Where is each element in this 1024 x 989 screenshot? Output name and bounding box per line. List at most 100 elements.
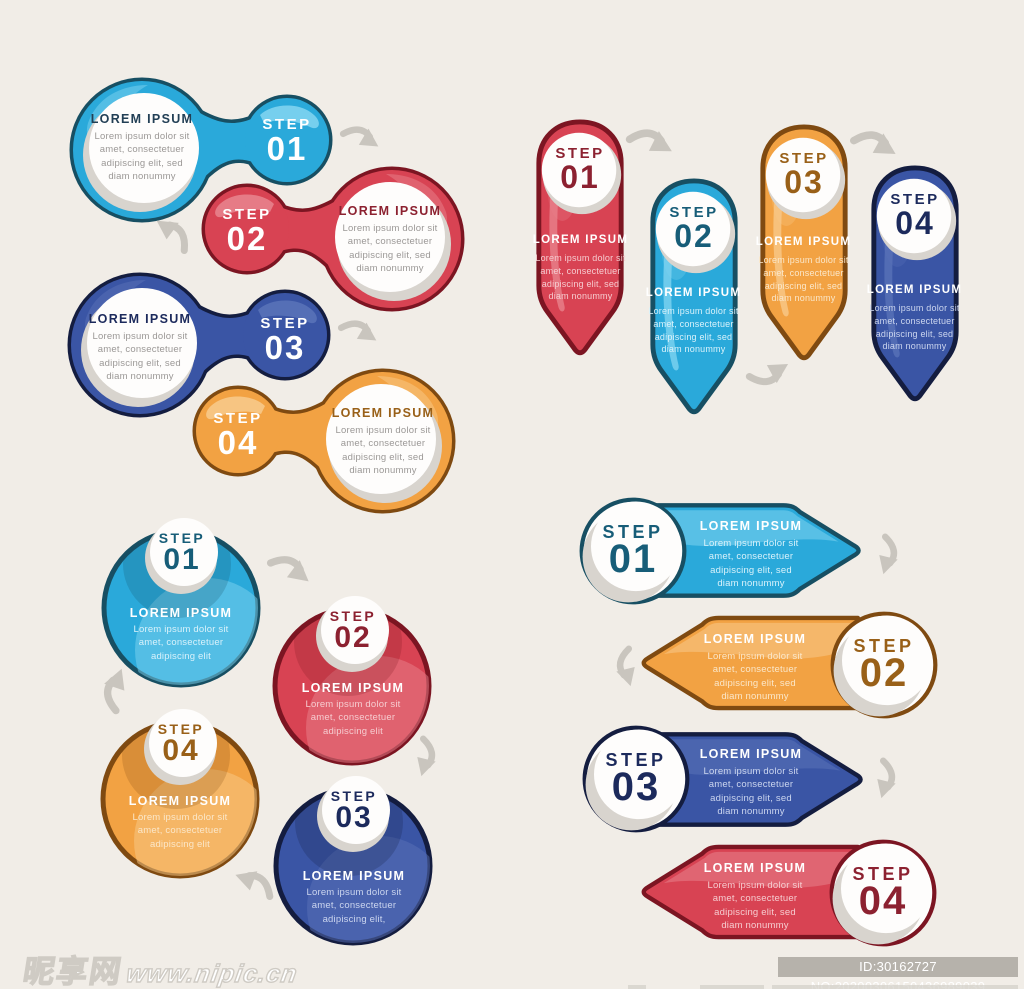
watermark-fragment (772, 985, 1018, 989)
pin-step-03-label: STEP (779, 150, 829, 167)
banner-ball-step-04 (827, 837, 939, 949)
flow-arrow-icon (864, 755, 903, 804)
flow-arrow-icon (140, 204, 202, 266)
pin-step-01-heading: LOREM IPSUM (532, 234, 629, 246)
bubble-step-01-body: Lorem ipsum dolor sit amet, consectetuer… (94, 131, 190, 183)
watermark-site-url: www.nipic.cn (124, 959, 301, 988)
banner-step-02-label: STEP (853, 636, 915, 656)
pin-step-01-body: Lorem ipsum dolor sit amet, consectetuer… (535, 253, 626, 302)
pin-step-03-number: 03 (784, 164, 824, 200)
banner-ball-step-01 (577, 495, 689, 607)
nipic-watermark: 昵享网 www.nipic.cn (20, 946, 301, 989)
banner-step-04-heading: LOREM IPSUM (703, 861, 807, 875)
cycle-step-04-number: 04 (162, 734, 200, 767)
cycle-shape-step-03 (265, 758, 441, 948)
bubble-step-04-body: Lorem ipsum dolor sit amet, consectetuer… (335, 425, 431, 477)
pin-step-04-heading: LOREM IPSUM (866, 284, 963, 296)
pin-step-02-body: Lorem ipsum dolor sit amet, consectetuer… (648, 306, 739, 355)
cycle-shape-step-04 (92, 691, 268, 881)
banner-step-04-body: Lorem ipsum dolor sit amet, consectetuer… (707, 880, 803, 932)
cycle-step-02-label: STEP (329, 608, 377, 624)
banner-shape-step-02 (640, 614, 866, 712)
cycle-shape-step-02 (264, 578, 440, 768)
flow-arrow-icon (866, 531, 905, 580)
banner-step-03-number: 03 (611, 765, 661, 809)
cycle-step-03-label: STEP (330, 788, 378, 804)
cycle-step-01-heading: LOREM IPSUM (129, 606, 233, 620)
bubble-shape-step-01 (66, 71, 376, 231)
cycle-shape-step-01 (93, 500, 269, 690)
flow-arrow-icon (404, 733, 443, 782)
banner-step-01-label: STEP (602, 522, 664, 542)
cycle-step-02-heading: LOREM IPSUM (301, 681, 405, 695)
banner-shape-step-01 (636, 501, 862, 600)
pin-shape-step-01 (531, 117, 629, 368)
pin-step-01-label: STEP (555, 145, 605, 162)
banner-step-02-heading: LOREM IPSUM (703, 632, 807, 646)
pin-step-03-heading: LOREM IPSUM (755, 236, 852, 248)
pin-shape-step-03 (755, 122, 853, 373)
cycle-step-03-body: Lorem ipsum dolor sit amet, consectetuer… (306, 887, 402, 925)
bubble-step-02-heading: LOREM IPSUM (338, 204, 442, 218)
image-id-badge: ID:30162727 NO:20200306150436989039 (778, 957, 1018, 989)
cycle-step-04-body: Lorem ipsum dolor sit amet, consectetuer… (132, 812, 228, 850)
banner-step-04-number: 04 (858, 879, 908, 923)
cycle-step-01-label: STEP (158, 530, 206, 546)
flow-arrow-icon (610, 643, 649, 692)
banner-step-04-label: STEP (852, 864, 914, 884)
bubble-shape-step-04 (149, 362, 459, 522)
banner-step-01-heading: LOREM IPSUM (699, 519, 803, 533)
banner-step-02-body: Lorem ipsum dolor sit amet, consectetuer… (707, 651, 803, 703)
flow-arrow-icon (222, 856, 284, 914)
bubble-step-01-number: 01 (266, 130, 308, 167)
bubble-step-04-heading: LOREM IPSUM (331, 406, 435, 420)
pin-step-04-body: Lorem ipsum dolor sit amet, consectetuer… (869, 303, 960, 352)
pin-shape-step-02 (645, 176, 743, 427)
bubble-step-04-label: STEP (213, 410, 263, 427)
flow-arrow-icon (331, 309, 387, 359)
pin-step-03-body: Lorem ipsum dolor sit amet, consectetuer… (758, 255, 849, 304)
cycle-step-01-body: Lorem ipsum dolor sit amet, consectetuer… (133, 624, 229, 662)
flow-arrow-icon (619, 117, 683, 173)
banner-shape-step-03 (638, 730, 864, 829)
banner-step-01-body: Lorem ipsum dolor sit amet, consectetuer… (703, 538, 799, 590)
bubble-step-02-body: Lorem ipsum dolor sit amet, consectetuer… (342, 223, 438, 275)
pin-step-02-number: 02 (674, 218, 714, 254)
bubble-step-02-label: STEP (222, 206, 272, 223)
cycle-step-02-number: 02 (334, 621, 372, 654)
cycle-step-02-body: Lorem ipsum dolor sit amet, consectetuer… (305, 699, 401, 737)
pin-shape-step-04 (866, 163, 964, 414)
pin-step-02-label: STEP (669, 204, 719, 221)
cycle-step-03-number: 03 (335, 801, 373, 834)
bubble-shape-step-02 (158, 160, 468, 320)
watermark-site-name: 昵享网 (20, 953, 126, 989)
flow-arrow-icon (843, 118, 908, 175)
pin-step-04-number: 04 (895, 205, 935, 241)
cycle-step-04-label: STEP (157, 721, 205, 737)
banner-step-03-heading: LOREM IPSUM (699, 747, 803, 761)
bubble-step-03-label: STEP (260, 315, 310, 332)
banner-ball-step-03 (580, 723, 692, 835)
bubble-step-03-body: Lorem ipsum dolor sit amet, consectetuer… (92, 331, 188, 383)
banner-ball-step-02 (828, 609, 940, 721)
watermark-fragment (700, 985, 764, 989)
bubble-step-01-label: STEP (262, 116, 312, 133)
flow-arrow-icon (94, 661, 141, 719)
bubble-step-02-number: 02 (226, 220, 268, 257)
banner-step-03-label: STEP (605, 750, 667, 770)
banner-step-02-number: 02 (859, 651, 909, 695)
bubble-step-03-number: 03 (264, 329, 306, 366)
cycle-step-01-number: 01 (163, 543, 201, 576)
banner-shape-step-04 (640, 843, 866, 941)
watermark-fragment (628, 985, 646, 989)
pin-step-01-number: 01 (560, 159, 600, 195)
pin-step-04-label: STEP (890, 191, 940, 208)
bubble-step-01-heading: LOREM IPSUM (90, 112, 194, 126)
flow-arrow-icon (258, 542, 322, 601)
